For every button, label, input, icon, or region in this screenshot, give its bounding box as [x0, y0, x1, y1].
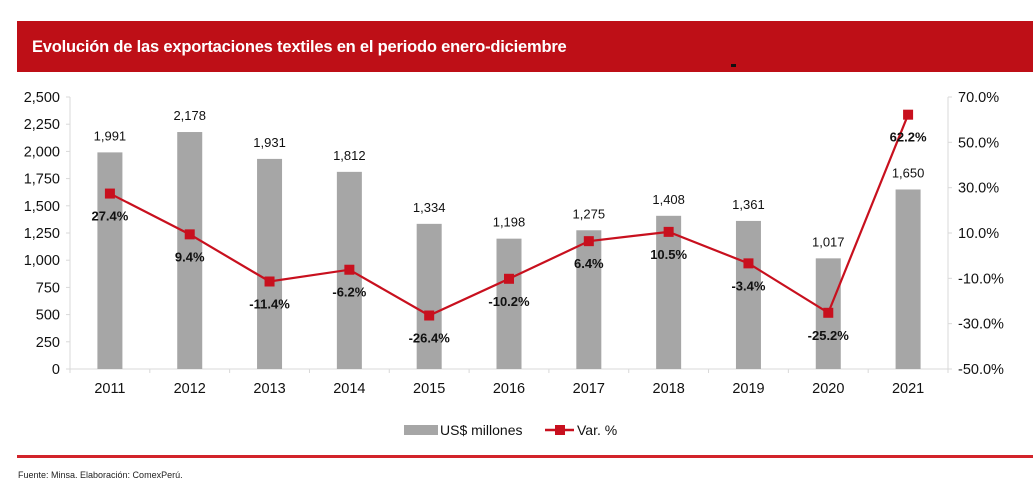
left-axis-tick-label: 2,000 — [24, 144, 60, 160]
left-axis-tick-label: 1,250 — [24, 226, 60, 242]
left-axis-tick-label: 750 — [36, 280, 60, 296]
bar — [656, 215, 682, 369]
bar — [576, 230, 602, 369]
bar-value-label: 1,361 — [732, 197, 765, 212]
legend: US$ millones Var. % — [404, 422, 617, 438]
var-value-label: 10.5% — [650, 247, 687, 262]
x-axis-tick-label: 2012 — [174, 381, 206, 397]
x-axis-tick-label: 2016 — [493, 381, 525, 397]
bar — [735, 220, 761, 369]
bar-value-label: 1,017 — [812, 234, 845, 249]
banner-mark — [731, 64, 736, 67]
var-marker — [424, 310, 435, 321]
combo-chart: 0 250 500 750 1,000 1,250 1,500 1,750 2,000 2,250… — [24, 90, 1004, 438]
right-axis-tick-label: -30.0% — [958, 317, 1004, 333]
legend-swatch-bars — [404, 425, 438, 435]
right-axis-tick-label: 70.0% — [958, 90, 999, 106]
left-axis-tick-label: 2,500 — [24, 90, 60, 106]
x-axis-tick-label: 2017 — [573, 381, 605, 397]
legend-label-bars: US$ millones — [440, 422, 522, 438]
left-axis-tick-label: 1,000 — [24, 253, 60, 269]
var-value-label: -3.4% — [731, 278, 765, 293]
chart-title: Evolución de las exportaciones textiles … — [32, 38, 567, 56]
bar-series — [97, 132, 921, 369]
bar-value-label: 2,178 — [173, 108, 206, 123]
footer-divider — [17, 455, 1033, 458]
left-axis-tick-label: 2,250 — [24, 117, 60, 133]
var-value-label: 62.2% — [890, 130, 927, 145]
title-banner: Evolución de las exportaciones textiles … — [17, 21, 1033, 72]
left-axis-tick-label: 0 — [52, 362, 60, 378]
var-value-label: 9.4% — [175, 249, 205, 264]
var-value-label: 6.4% — [574, 256, 604, 271]
left-axis-tick-label: 1,750 — [24, 172, 60, 188]
data-labels: 1,991 2,178 1,931 1,812 1,334 1,198 1,275 1,408… — [91, 108, 926, 345]
bar-value-label: 1,991 — [94, 128, 127, 143]
left-axis-tick-label: 1,500 — [24, 199, 60, 215]
x-axis-tick-label: 2019 — [732, 381, 764, 397]
right-axis-tick-label: -10.0% — [958, 271, 1004, 287]
bar-value-label: 1,931 — [253, 135, 286, 150]
x-axis-tick-label: 2020 — [812, 381, 844, 397]
source-note: Fuente: Minsa. Elaboración: ComexPerú. — [18, 470, 183, 480]
var-value-label: 27.4% — [91, 209, 128, 224]
bar-value-label: 1,334 — [413, 200, 446, 215]
bar — [416, 223, 442, 369]
var-value-label: -26.4% — [409, 331, 451, 346]
right-axis-tick-label: 50.0% — [958, 135, 999, 151]
bar — [496, 238, 522, 369]
right-axis-tick-label: -50.0% — [958, 362, 1004, 378]
left-axis-tick-label: 500 — [36, 308, 60, 324]
axes: 0 250 500 750 1,000 1,250 1,500 1,750 2,000 2,250… — [24, 90, 1004, 397]
var-marker — [583, 236, 594, 247]
var-value-label: -10.2% — [488, 294, 530, 309]
x-axis-tick-label: 2018 — [653, 381, 685, 397]
right-axis-tick-label: 10.0% — [958, 226, 999, 242]
line-series — [104, 109, 914, 321]
var-marker — [663, 226, 674, 237]
var-marker — [903, 109, 914, 120]
x-axis-tick-label: 2015 — [413, 381, 445, 397]
var-marker — [743, 258, 754, 269]
bar — [177, 132, 203, 369]
x-axis-tick-label: 2013 — [253, 381, 285, 397]
bar — [97, 152, 123, 369]
right-axis-tick-label: 30.0% — [958, 181, 999, 197]
var-marker — [264, 276, 275, 287]
x-axis-tick-label: 2014 — [333, 381, 365, 397]
bar-value-label: 1,408 — [652, 192, 685, 207]
bar — [257, 158, 283, 369]
var-marker — [823, 307, 834, 318]
legend-label-line: Var. % — [577, 422, 617, 438]
bar-value-label: 1,275 — [573, 206, 606, 221]
var-marker — [344, 264, 355, 275]
bar-value-label: 1,198 — [493, 215, 526, 230]
bar-value-label: 1,812 — [333, 148, 366, 163]
x-axis-tick-label: 2021 — [892, 381, 924, 397]
x-axis-tick-label: 2011 — [94, 381, 125, 397]
bar — [895, 189, 921, 369]
legend-marker-line — [555, 425, 565, 435]
bar-value-label: 1,650 — [892, 165, 925, 180]
left-axis-tick-label: 250 — [36, 335, 60, 351]
var-value-label: -11.4% — [249, 297, 290, 312]
var-marker — [184, 229, 195, 240]
var-marker — [104, 188, 115, 199]
var-value-label: -25.2% — [808, 328, 850, 343]
var-marker — [504, 273, 514, 284]
var-value-label: -6.2% — [332, 285, 366, 300]
